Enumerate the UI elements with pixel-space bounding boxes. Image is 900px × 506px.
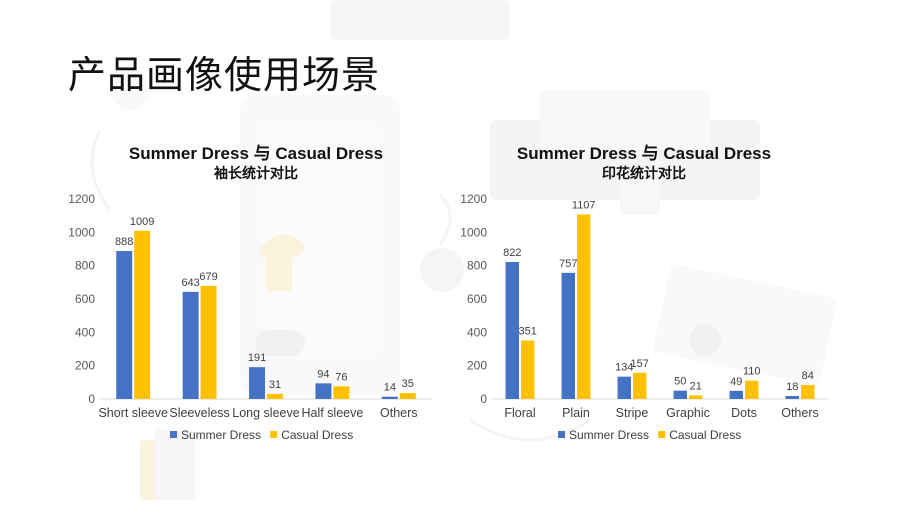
chart-title: Summer Dress 与 Casual Dress: [129, 144, 383, 163]
chart-subtitle: 袖长统计对比: [214, 165, 298, 181]
data-label: 1009: [130, 216, 154, 228]
legend-label: Summer Dress: [569, 428, 649, 442]
bar: [689, 395, 703, 399]
bar: [577, 214, 591, 399]
y-tick-label: 400: [467, 325, 487, 339]
bar: [673, 390, 687, 399]
data-label: 110: [743, 366, 761, 378]
x-tick-label: Others: [380, 406, 418, 420]
data-label: 351: [519, 326, 537, 338]
x-tick-label: Others: [781, 406, 819, 420]
y-tick-label: 0: [88, 392, 95, 406]
bar: [729, 390, 743, 399]
y-tick-label: 600: [75, 292, 95, 306]
x-tick-label: Stripe: [616, 406, 649, 420]
bar: [745, 380, 759, 399]
bar: [785, 396, 799, 399]
data-label: 31: [269, 379, 281, 391]
data-label: 18: [786, 381, 798, 393]
data-label: 49: [730, 376, 742, 388]
legend-label: Casual Dress: [669, 428, 741, 442]
bar: [134, 230, 151, 399]
y-tick-label: 800: [467, 259, 487, 273]
data-label: 822: [503, 247, 521, 259]
y-tick-label: 800: [75, 259, 95, 273]
legend-label: Summer Dress: [181, 428, 261, 442]
x-tick-label: Graphic: [666, 406, 710, 420]
data-label: 679: [199, 271, 217, 283]
data-label: 157: [631, 358, 649, 370]
bar: [381, 396, 398, 399]
data-label: 14: [384, 382, 396, 394]
y-tick-label: 1000: [460, 225, 487, 239]
bar: [561, 272, 575, 399]
data-label: 35: [402, 378, 414, 390]
y-tick-label: 600: [467, 292, 487, 306]
x-tick-label: Long sleeve: [232, 406, 299, 420]
bar: [116, 251, 133, 399]
data-label: 94: [317, 368, 329, 380]
data-label: 757: [559, 258, 577, 270]
data-label: 888: [115, 236, 133, 248]
page-title: 产品画像使用场景: [68, 53, 381, 97]
x-tick-label: Dots: [731, 406, 757, 420]
data-label: 50: [674, 376, 686, 388]
data-label: 84: [802, 370, 814, 382]
y-tick-label: 1200: [68, 192, 95, 206]
data-label: 76: [335, 371, 347, 383]
x-tick-label: Half sleeve: [301, 406, 363, 420]
bar: [182, 291, 199, 399]
y-tick-label: 1200: [460, 192, 487, 206]
bar: [633, 372, 647, 399]
chart-subtitle: 印花统计对比: [602, 165, 686, 181]
x-tick-label: Sleeveless: [169, 406, 229, 420]
data-label: 21: [690, 381, 702, 393]
legend-swatch: [170, 431, 177, 438]
bar: [333, 386, 350, 399]
x-tick-label: Plain: [562, 406, 590, 420]
bar: [267, 393, 283, 399]
bar: [200, 285, 217, 399]
y-tick-label: 400: [75, 325, 95, 339]
bar: [801, 385, 815, 399]
data-label: 191: [248, 352, 266, 364]
x-tick-label: Short sleeve: [98, 406, 168, 420]
bar: [617, 376, 631, 399]
bar: [249, 367, 265, 399]
legend-swatch: [558, 431, 565, 438]
data-label: 643: [181, 277, 199, 289]
legend-label: Casual Dress: [281, 428, 353, 442]
data-label: 134: [615, 362, 633, 374]
bar: [521, 340, 535, 399]
chart-title: Summer Dress 与 Casual Dress: [517, 144, 771, 163]
legend-swatch: [270, 431, 278, 438]
y-tick-label: 200: [75, 359, 95, 373]
y-tick-label: 0: [480, 392, 487, 406]
legend-swatch: [658, 431, 666, 438]
bar: [399, 393, 416, 399]
x-tick-label: Floral: [504, 406, 535, 420]
bar: [315, 383, 332, 399]
y-tick-label: 1000: [68, 225, 95, 239]
y-tick-label: 200: [467, 359, 487, 373]
data-label: 1107: [572, 200, 596, 212]
bar: [505, 262, 519, 399]
